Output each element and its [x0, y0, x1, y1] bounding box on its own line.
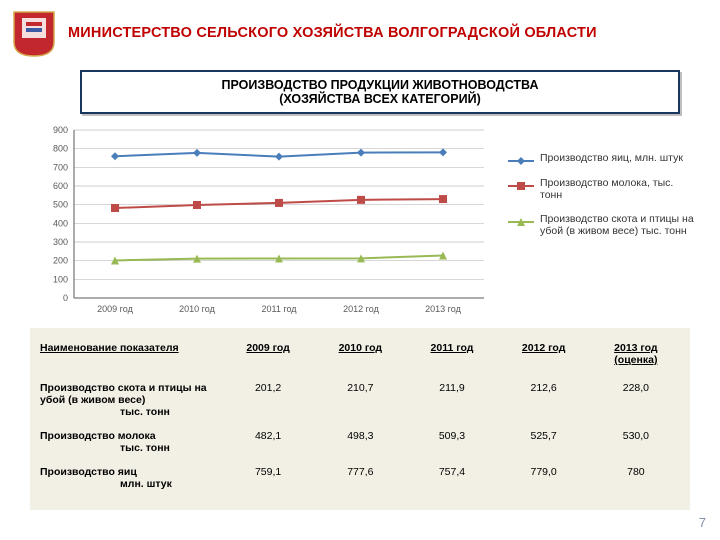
- table-column-header: 2013 год(оценка): [590, 338, 682, 376]
- table-cell: 212,6: [498, 376, 590, 424]
- svg-text:700: 700: [53, 162, 68, 172]
- table-row: Производство скота и птицы на убой (в жи…: [38, 376, 682, 424]
- legend-label: Производство скота и птицы на убой (в жи…: [540, 213, 698, 237]
- table-row: Производство молокатыс. тонн482,1498,350…: [38, 424, 682, 460]
- data-table-zone: Наименование показателя2009 год2010 год2…: [30, 328, 690, 510]
- table-cell: 228,0: [590, 376, 682, 424]
- subtitle-line2: (ХОЗЯЙСТВА ВСЕХ КАТЕГОРИЙ): [92, 92, 668, 106]
- legend-label: Производство яиц, млн. штук: [540, 152, 683, 164]
- svg-text:2012 год: 2012 год: [343, 304, 379, 314]
- svg-text:2013 год: 2013 год: [425, 304, 461, 314]
- table-cell: 530,0: [590, 424, 682, 460]
- legend-label: Производство молока, тыс. тонн: [540, 177, 698, 201]
- table-column-header: 2010 год: [314, 338, 406, 376]
- svg-text:500: 500: [53, 200, 68, 210]
- svg-text:0: 0: [63, 293, 68, 303]
- table-cell: 509,3: [406, 424, 497, 460]
- chart-legend: Производство яиц, млн. штук Производство …: [508, 122, 698, 322]
- legend-item: Производство яиц, млн. штук: [508, 152, 698, 165]
- row-label: Производство яицмлн. штук: [38, 460, 222, 496]
- region-emblem-icon: [12, 8, 56, 58]
- row-label: Производство скота и птицы на убой (в жи…: [38, 376, 222, 424]
- svg-text:2009 год: 2009 год: [97, 304, 133, 314]
- table-cell: 779,0: [498, 460, 590, 496]
- page-title: МИНИСТЕРСТВО СЕЛЬСКОГО ХОЗЯЙСТВА ВОЛГОГР…: [68, 25, 597, 41]
- row-label: Производство молокатыс. тонн: [38, 424, 222, 460]
- header: МИНИСТЕРСТВО СЕЛЬСКОГО ХОЗЯЙСТВА ВОЛГОГР…: [0, 0, 720, 66]
- svg-text:400: 400: [53, 218, 68, 228]
- table-column-header: 2012 год: [498, 338, 590, 376]
- svg-text:600: 600: [53, 181, 68, 191]
- table-column-header: 2009 год: [222, 338, 314, 376]
- svg-text:800: 800: [53, 144, 68, 154]
- subtitle-line1: ПРОИЗВОДСТВО ПРОДУКЦИИ ЖИВОТНОВОДСТВА: [92, 78, 668, 92]
- table-cell: 777,6: [314, 460, 406, 496]
- legend-item: Производство молока, тыс. тонн: [508, 177, 698, 201]
- table-cell: 482,1: [222, 424, 314, 460]
- svg-text:300: 300: [53, 237, 68, 247]
- table-cell: 759,1: [222, 460, 314, 496]
- table-cell: 525,7: [498, 424, 590, 460]
- page-number: 7: [699, 515, 706, 530]
- svg-text:200: 200: [53, 256, 68, 266]
- svg-text:100: 100: [53, 274, 68, 284]
- table-cell: 201,2: [222, 376, 314, 424]
- data-table: Наименование показателя2009 год2010 год2…: [38, 338, 682, 496]
- table-cell: 757,4: [406, 460, 497, 496]
- svg-text:2010 год: 2010 год: [179, 304, 215, 314]
- table-column-header: 2011 год: [406, 338, 497, 376]
- table-cell: 210,7: [314, 376, 406, 424]
- svg-text:2011 год: 2011 год: [262, 304, 298, 314]
- table-header-label: Наименование показателя: [38, 338, 222, 376]
- line-chart: 0 100 200 300 400 500 600 700 800 900 2009 год 2010…: [40, 122, 500, 322]
- table-cell: 211,9: [406, 376, 497, 424]
- table-cell: 780: [590, 460, 682, 496]
- subtitle-box: ПРОИЗВОДСТВО ПРОДУКЦИИ ЖИВОТНОВОДСТВА (Х…: [80, 70, 680, 114]
- table-cell: 498,3: [314, 424, 406, 460]
- legend-item: Производство скота и птицы на убой (в жи…: [508, 213, 698, 237]
- chart-zone: 0 100 200 300 400 500 600 700 800 900 2009 год 2010…: [40, 122, 710, 322]
- svg-text:900: 900: [53, 125, 68, 135]
- table-row: Производство яицмлн. штук759,1777,6757,4…: [38, 460, 682, 496]
